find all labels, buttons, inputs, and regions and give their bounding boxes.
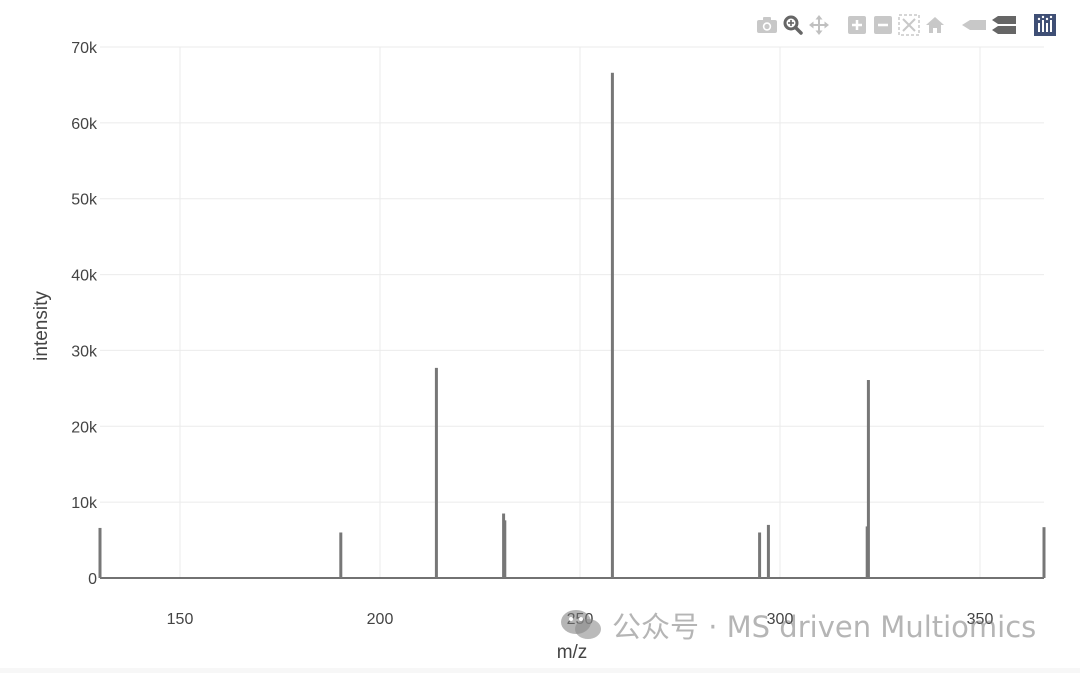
- bars-layer[interactable]: [98, 72, 1046, 578]
- bar-peak[interactable]: [503, 520, 507, 578]
- spike-lines-icon[interactable]: [962, 14, 988, 36]
- grid-layer: [100, 46, 1044, 578]
- bar-peak[interactable]: [434, 367, 438, 578]
- plotly-logo-icon[interactable]: [1034, 14, 1056, 36]
- pan-icon[interactable]: [808, 14, 830, 36]
- zoom-out-icon[interactable]: [872, 14, 894, 36]
- camera-icon[interactable]: [756, 14, 778, 36]
- x-tick-label: 200: [367, 611, 394, 628]
- bar-peak[interactable]: [339, 532, 343, 578]
- autoscale-icon[interactable]: [898, 14, 920, 36]
- bar-peak[interactable]: [866, 380, 870, 578]
- bar-peak[interactable]: [98, 527, 102, 578]
- x-tick-label: 300: [767, 611, 794, 628]
- y-tick-labels: 0 10k 20k 30k 40k 50k 60k 70k: [71, 40, 98, 588]
- x-axis-label: m/z: [557, 642, 588, 663]
- x-tick-label: 250: [567, 611, 594, 628]
- modebar: [756, 14, 1056, 36]
- y-tick-label: 0: [88, 571, 97, 588]
- y-tick-label: 60k: [71, 116, 98, 133]
- x-tick-labels: 150 200 250 300 350: [167, 611, 994, 628]
- y-tick-label: 20k: [71, 419, 98, 436]
- bar-peak[interactable]: [610, 72, 614, 578]
- y-tick-label: 30k: [71, 343, 98, 360]
- y-tick-label: 70k: [71, 40, 98, 57]
- compare-hover-icon[interactable]: [992, 14, 1018, 36]
- y-tick-label: 40k: [71, 268, 98, 285]
- zoom-icon[interactable]: [782, 14, 804, 36]
- bar-peak[interactable]: [758, 532, 762, 578]
- y-tick-label: 10k: [71, 495, 98, 512]
- x-tick-label: 150: [167, 611, 194, 628]
- bar-peak[interactable]: [766, 524, 770, 578]
- y-axis-label: intensity: [31, 291, 52, 361]
- reset-axes-icon[interactable]: [924, 14, 946, 36]
- bar-peak[interactable]: [1042, 527, 1046, 578]
- zoom-in-icon[interactable]: [846, 14, 868, 36]
- y-tick-label: 50k: [71, 192, 98, 209]
- x-tick-label: 350: [967, 611, 994, 628]
